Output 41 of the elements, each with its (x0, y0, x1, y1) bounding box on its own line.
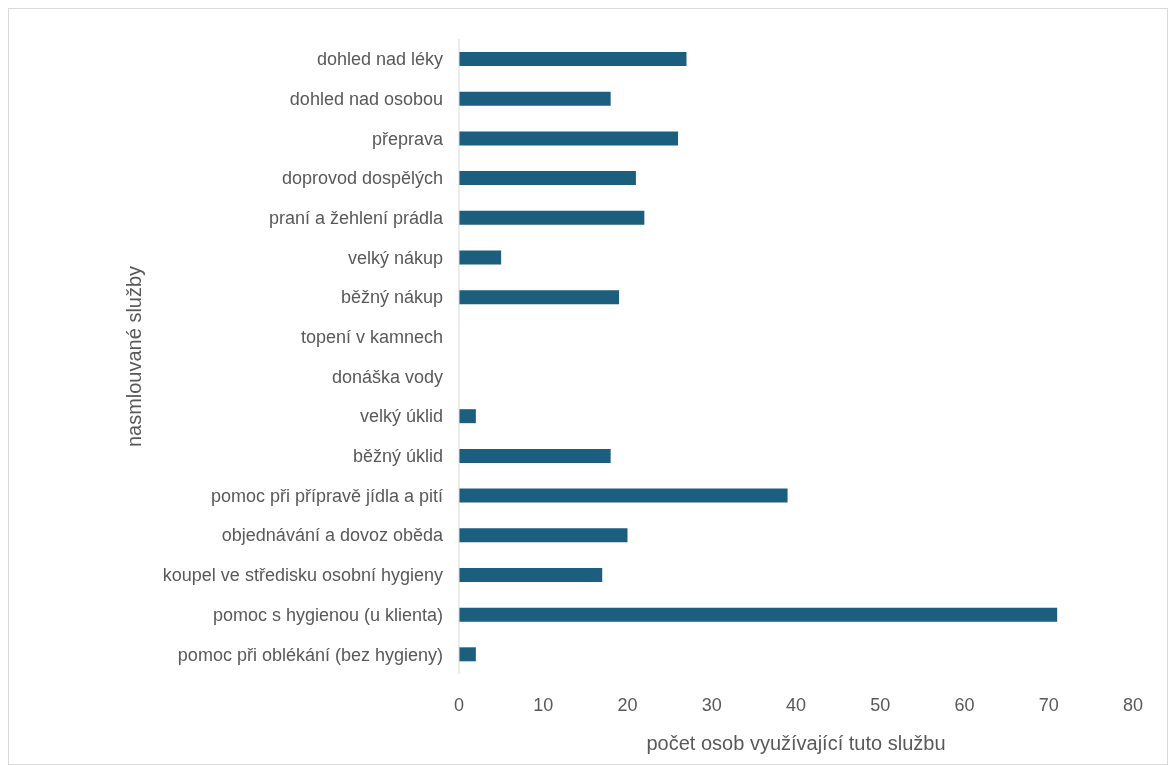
bar (459, 250, 502, 265)
y-tick-label: objednávání a dovoz oběda (221, 525, 444, 546)
x-tick-label: 10 (533, 694, 554, 715)
bar (459, 171, 636, 186)
y-tick-label: běžný úklid (352, 446, 443, 467)
y-tick-label: praní a žehlení prádla (268, 207, 444, 228)
bar (459, 210, 645, 225)
x-tick-label: 30 (701, 694, 722, 715)
bar (459, 647, 476, 662)
x-tick-label: 60 (954, 694, 975, 715)
x-tick-label: 0 (453, 694, 465, 715)
bar (459, 52, 687, 66)
bar (459, 488, 788, 503)
x-tick-label: 80 (1122, 694, 1144, 715)
y-tick-label: pomoc s hygienou (u klienta) (212, 604, 443, 625)
bar (459, 409, 476, 424)
bar (459, 567, 603, 582)
y-tick-label: doprovod dospělých (281, 168, 443, 189)
y-tick-label: donáška vody (331, 366, 443, 387)
y-tick-label: pomoc při oblékání (bez hygieny) (177, 644, 443, 665)
x-tick-label: 70 (1038, 694, 1059, 715)
y-tick-label: pomoc při přípravě jídla a pití (210, 485, 443, 506)
y-axis-title: nasmlouvané služby (123, 265, 146, 448)
x-tick-label: 40 (785, 694, 807, 715)
y-tick-label: velký nákup (347, 247, 443, 268)
bar (459, 448, 611, 463)
bar (459, 290, 620, 305)
y-tick-label: běžný nákup (340, 287, 443, 308)
bar (459, 607, 1058, 622)
x-tick-label: 50 (870, 694, 891, 715)
y-tick-label: velký úklid (359, 406, 443, 427)
bar (459, 528, 628, 543)
bar (459, 131, 679, 146)
bar (459, 91, 611, 106)
y-tick-label: koupel ve středisku osobní hygieny (162, 565, 443, 586)
y-tick-label: topení v kamnech (300, 327, 443, 348)
y-tick-label: dohled nad osobou (289, 88, 443, 109)
x-axis-title: počet osob využívající tuto službu (646, 732, 946, 754)
y-tick-label: přeprava (371, 128, 444, 149)
y-tick-label: dohled nad léky (316, 49, 443, 70)
x-tick-label: 20 (617, 694, 638, 715)
